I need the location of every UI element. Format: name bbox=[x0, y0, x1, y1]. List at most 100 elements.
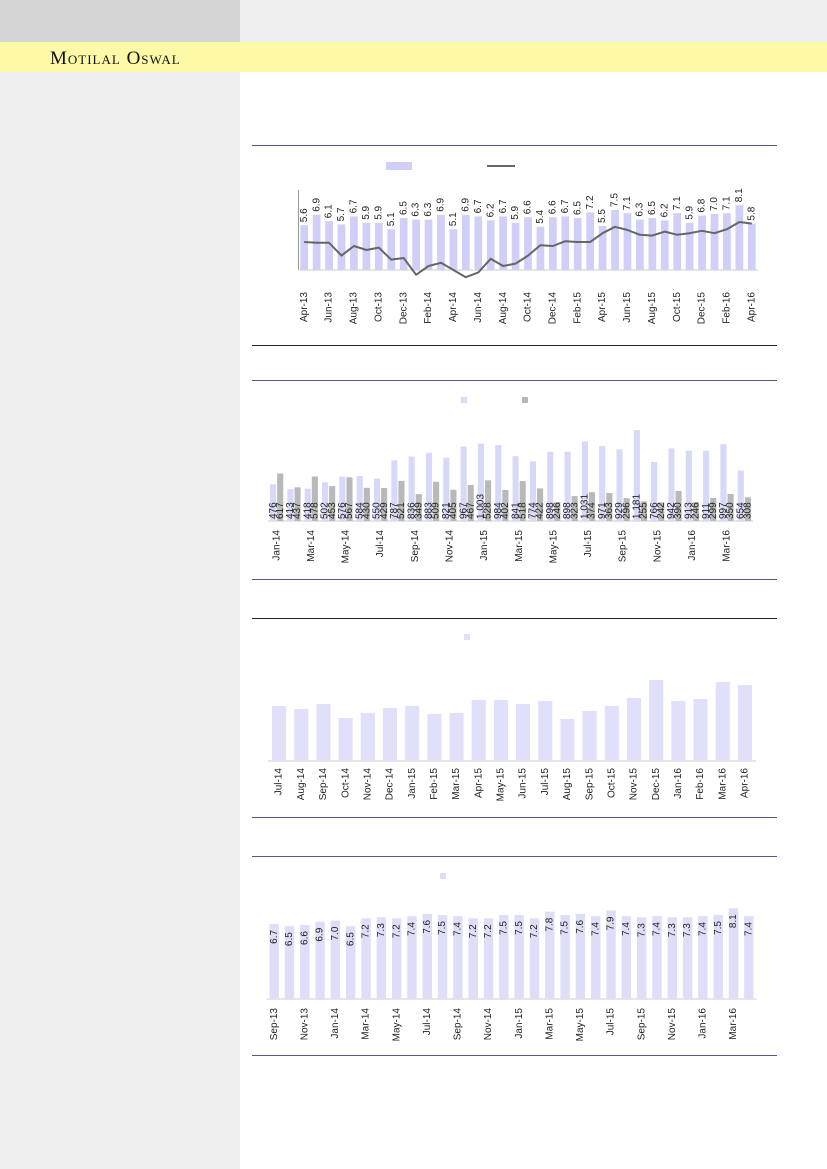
bar bbox=[486, 220, 495, 270]
bar bbox=[536, 488, 544, 521]
x-tick-label: Jan-14 bbox=[271, 530, 282, 561]
bar bbox=[623, 213, 632, 270]
x-tick-label: Jul-15 bbox=[606, 1008, 617, 1036]
bar bbox=[346, 477, 353, 521]
bar bbox=[626, 698, 642, 761]
data-label: 6.3 bbox=[411, 202, 422, 216]
data-label: 6.5 bbox=[647, 201, 658, 215]
bar bbox=[443, 457, 450, 521]
data-label: 6.9 bbox=[436, 197, 447, 211]
data-label: 502 bbox=[320, 502, 331, 519]
x-tick-label: Dec-15 bbox=[651, 768, 662, 801]
bar bbox=[744, 916, 754, 999]
data-label: 836 bbox=[406, 502, 417, 519]
data-label: 6.8 bbox=[697, 198, 708, 212]
data-label: 821 bbox=[441, 502, 452, 519]
x-tick-label: Nov-13 bbox=[299, 1008, 310, 1041]
data-label: 5.8 bbox=[746, 206, 757, 220]
bar bbox=[668, 448, 675, 521]
data-label: 6.6 bbox=[523, 200, 534, 214]
bar bbox=[433, 481, 440, 521]
bar bbox=[499, 216, 507, 270]
line-series bbox=[304, 221, 752, 279]
x-tick-label: Oct-14 bbox=[340, 768, 351, 798]
bar bbox=[315, 921, 325, 999]
data-label: 6.5 bbox=[284, 932, 295, 946]
x-tick-label: Oct-15 bbox=[672, 292, 683, 322]
x-tick-label: Jan-16 bbox=[698, 1008, 709, 1039]
data-label: 1,181 bbox=[632, 494, 643, 519]
x-tick-label: Apr-13 bbox=[299, 292, 310, 322]
bar bbox=[477, 443, 485, 521]
x-tick-label: Jun-15 bbox=[518, 768, 529, 799]
x-tick-label: May-14 bbox=[391, 1008, 402, 1042]
bar bbox=[338, 718, 353, 761]
bar bbox=[529, 918, 540, 999]
bar bbox=[322, 482, 329, 521]
bar bbox=[356, 475, 363, 521]
data-label: 971 bbox=[597, 502, 608, 519]
bar bbox=[427, 714, 442, 761]
x-tick-label: Jun-14 bbox=[473, 292, 484, 323]
bar bbox=[493, 700, 508, 761]
bar bbox=[437, 214, 445, 270]
data-label: 1,003 bbox=[476, 494, 487, 519]
bar bbox=[693, 699, 708, 761]
data-label: 883 bbox=[424, 502, 435, 519]
bar bbox=[453, 916, 463, 999]
bar bbox=[720, 444, 727, 521]
bar bbox=[467, 485, 474, 521]
data-label: 617 bbox=[275, 502, 286, 519]
bar bbox=[461, 214, 470, 270]
data-label: 476 bbox=[268, 502, 279, 519]
bar bbox=[737, 685, 752, 761]
bar bbox=[698, 916, 708, 999]
data-label: 942 bbox=[666, 502, 677, 519]
bar bbox=[560, 915, 570, 999]
bar bbox=[698, 215, 706, 270]
data-label: 7.2 bbox=[585, 195, 596, 209]
data-label: 6.2 bbox=[659, 203, 670, 217]
bar bbox=[604, 706, 619, 761]
data-label: 7.4 bbox=[407, 922, 418, 936]
data-label: 841 bbox=[510, 502, 521, 519]
data-label: 518 bbox=[517, 502, 528, 519]
bar bbox=[575, 913, 586, 999]
x-tick-label: Oct-15 bbox=[606, 768, 617, 798]
data-label: 6.7 bbox=[269, 930, 280, 944]
x-tick-label: Jun-13 bbox=[324, 292, 335, 323]
data-label: 308 bbox=[743, 502, 754, 519]
data-label: 413 bbox=[285, 502, 296, 519]
data-label: 6.1 bbox=[324, 204, 335, 218]
bar bbox=[502, 490, 509, 521]
data-label: 6.9 bbox=[311, 197, 322, 211]
x-tick-label: May-15 bbox=[548, 530, 559, 564]
bar bbox=[658, 502, 665, 521]
bar bbox=[560, 719, 575, 761]
data-label: 7.5 bbox=[560, 921, 571, 935]
x-tick-label: Jan-16 bbox=[673, 768, 684, 799]
bar bbox=[350, 216, 358, 270]
data-label: 6.2 bbox=[485, 203, 496, 217]
data-label: 7.8 bbox=[544, 917, 555, 931]
bar bbox=[360, 713, 375, 761]
top-band-right bbox=[240, 0, 827, 42]
data-label: 578 bbox=[309, 502, 320, 519]
bar bbox=[387, 229, 396, 270]
data-label: 6.7 bbox=[560, 199, 571, 213]
data-label: 6.6 bbox=[299, 931, 310, 945]
bar bbox=[640, 501, 648, 521]
bar bbox=[449, 713, 464, 761]
bar bbox=[703, 450, 710, 521]
bar bbox=[561, 216, 570, 270]
x-tick-label: Sep-13 bbox=[269, 1008, 280, 1041]
bar bbox=[564, 451, 571, 521]
data-label: 6.3 bbox=[423, 202, 434, 216]
data-label: 363 bbox=[604, 502, 615, 519]
x-tick-label: Mar-15 bbox=[514, 530, 525, 562]
bar bbox=[272, 706, 287, 761]
x-tick-label: Jul-14 bbox=[422, 1008, 433, 1036]
data-label: 509 bbox=[431, 502, 442, 519]
x-tick-label: Sep-15 bbox=[584, 768, 595, 801]
